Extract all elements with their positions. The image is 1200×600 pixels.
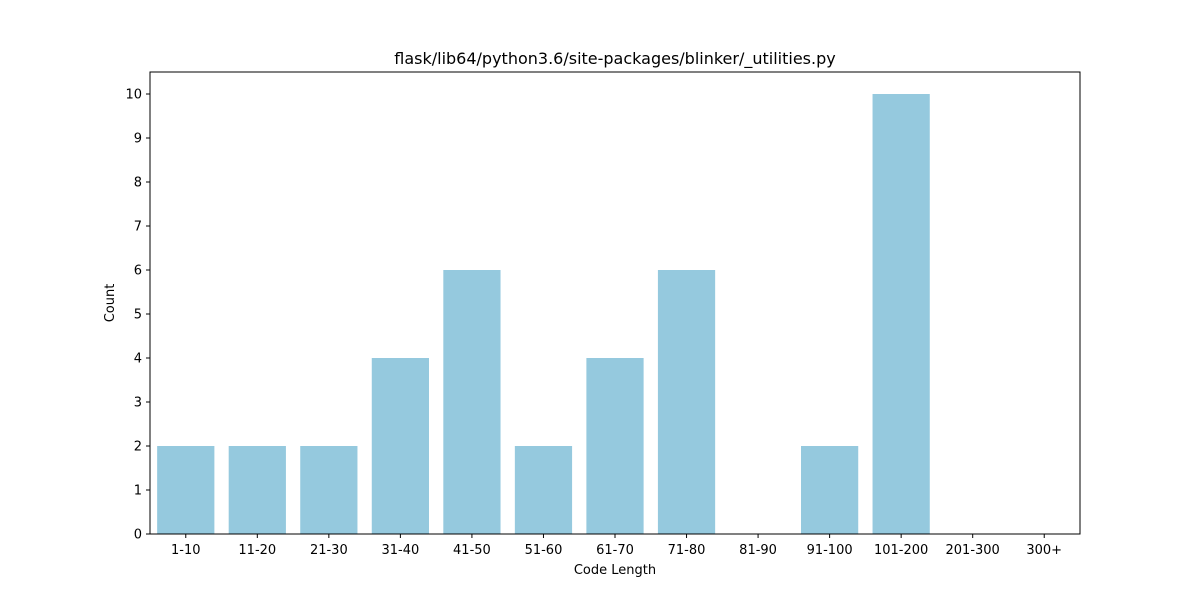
y-tick-label: 9 [134, 132, 142, 147]
chart-title: flask/lib64/python3.6/site-packages/blin… [394, 49, 835, 69]
bar-101-200 [872, 94, 930, 534]
x-tick-label: 61-70 [596, 543, 634, 558]
y-tick-label: 10 [125, 88, 142, 103]
bar-61-70 [586, 358, 644, 534]
bars-group [157, 94, 930, 534]
x-axis-ticks: 1-10 11-20 21-30 31-40 41-50 51-60 61-70 71-80 8… [171, 534, 1062, 558]
bar-91-100 [801, 446, 859, 534]
x-tick-label: 101-200 [874, 543, 928, 558]
x-tick-label: 31-40 [381, 543, 419, 558]
y-tick-label: 2 [134, 440, 142, 455]
bar-31-40 [371, 358, 429, 534]
x-tick-label: 41-50 [453, 543, 491, 558]
bar-21-30 [300, 446, 358, 534]
bar-1-10 [157, 446, 215, 534]
x-tick-label: 300+ [1026, 543, 1062, 558]
y-tick-label: 7 [134, 220, 142, 235]
y-axis-ticks: 0 1 2 3 4 5 6 7 8 9 10 [125, 88, 150, 543]
x-tick-label: 81-90 [739, 543, 777, 558]
y-tick-label: 3 [134, 396, 142, 411]
bar-51-60 [514, 446, 573, 534]
x-tick-label: 21-30 [310, 543, 348, 558]
y-axis-label: Count [103, 284, 118, 323]
y-tick-label: 8 [134, 176, 142, 191]
bar-11-20 [228, 446, 286, 534]
y-tick-label: 4 [134, 352, 142, 367]
x-tick-label: 201-300 [946, 543, 1000, 558]
plot-frame [149, 71, 1081, 535]
x-tick-label: 51-60 [525, 543, 563, 558]
x-tick-label: 71-80 [668, 543, 706, 558]
y-tick-label: 0 [134, 528, 142, 543]
x-tick-label: 11-20 [238, 543, 276, 558]
x-tick-label: 91-100 [807, 543, 853, 558]
bar-41-50 [443, 270, 501, 534]
x-tick-label: 1-10 [171, 543, 201, 558]
bar-71-80 [657, 270, 716, 534]
y-tick-label: 5 [134, 308, 142, 323]
x-axis-label: Code Length [574, 563, 656, 578]
y-tick-label: 1 [134, 484, 142, 499]
y-tick-label: 6 [134, 264, 142, 279]
